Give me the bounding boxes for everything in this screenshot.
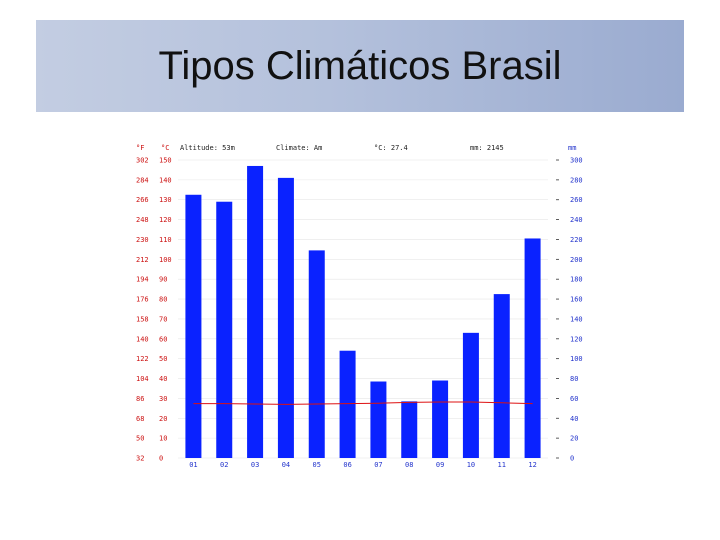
x-tick-label: 04 <box>282 461 290 469</box>
tick-label-mm: 20 <box>570 435 578 443</box>
grid-lines <box>178 159 548 459</box>
tick-label-mm: 60 <box>570 395 578 403</box>
tick-label-mm: 80 <box>570 375 578 383</box>
tick-label-mm: 120 <box>570 335 583 343</box>
tick-label-celsius: 10 <box>159 435 167 443</box>
tick-label-celsius: 50 <box>159 355 167 363</box>
tick-label-fahrenheit: 140 <box>136 335 149 343</box>
x-tick-label: 01 <box>189 461 197 469</box>
tick-label-fahrenheit: 122 <box>136 355 149 363</box>
tick-label-mm: 0 <box>570 455 574 463</box>
header-precipitation: mm: 2145 <box>470 144 504 152</box>
header-climate: Climate: Am <box>276 144 322 152</box>
title-band <box>36 20 684 112</box>
x-tick-label: 08 <box>405 461 413 469</box>
precip-bar <box>308 250 325 458</box>
tick-label-fahrenheit: 104 <box>136 375 149 383</box>
precip-bar <box>493 294 510 458</box>
tick-label-mm: 280 <box>570 176 583 184</box>
x-tick-label: 10 <box>467 461 475 469</box>
tick-label-mm: 40 <box>570 415 578 423</box>
tick-label-fahrenheit: 266 <box>136 196 149 204</box>
precip-bar <box>216 201 233 458</box>
precip-bar <box>370 381 387 458</box>
tick-label-fahrenheit: 50 <box>136 435 144 443</box>
tick-label-mm: 100 <box>570 355 583 363</box>
precip-bar <box>277 177 294 458</box>
tick-label-fahrenheit: 248 <box>136 216 149 224</box>
tick-label-fahrenheit: 302 <box>136 157 149 165</box>
tick-label-celsius: 20 <box>159 415 167 423</box>
precipitation-bars <box>185 165 541 458</box>
unit-fahrenheit: °F <box>136 144 144 152</box>
tick-label-fahrenheit: 284 <box>136 176 149 184</box>
precip-bar <box>401 401 418 458</box>
x-tick-label: 06 <box>343 461 351 469</box>
tick-label-celsius: 150 <box>159 157 172 165</box>
tick-label-celsius: 120 <box>159 216 172 224</box>
tick-label-celsius: 40 <box>159 375 167 383</box>
tick-label-fahrenheit: 230 <box>136 236 149 244</box>
tick-label-fahrenheit: 86 <box>136 395 144 403</box>
tick-label-fahrenheit: 68 <box>136 415 144 423</box>
tick-label-celsius: 130 <box>159 196 172 204</box>
tick-label-celsius: 90 <box>159 276 167 284</box>
tick-label-mm: 240 <box>570 216 583 224</box>
tick-label-fahrenheit: 32 <box>136 455 144 463</box>
precip-bar <box>462 332 479 458</box>
tick-label-celsius: 100 <box>159 256 172 264</box>
tick-label-celsius: 30 <box>159 395 167 403</box>
x-tick-label: 02 <box>220 461 228 469</box>
tick-label-mm: 220 <box>570 236 583 244</box>
unit-celsius: °C <box>161 144 169 152</box>
tick-label-fahrenheit: 176 <box>136 296 149 304</box>
precip-bar <box>524 238 541 458</box>
tick-label-celsius: 80 <box>159 296 167 304</box>
tick-label-celsius: 0 <box>159 455 163 463</box>
header-temperature: °C: 27.4 <box>374 144 408 152</box>
x-tick-label: 12 <box>528 461 536 469</box>
precip-bar <box>185 194 202 458</box>
header-altitude: Altitude: 53m <box>180 144 235 152</box>
x-tick-label: 05 <box>313 461 321 469</box>
tick-label-mm: 140 <box>570 315 583 323</box>
tick-label-celsius: 140 <box>159 176 172 184</box>
slide-title: Tipos Climáticos Brasil <box>158 43 562 88</box>
tick-label-mm: 300 <box>570 157 583 165</box>
precip-bar <box>339 350 356 458</box>
tick-label-mm: 260 <box>570 196 583 204</box>
temperature-line <box>193 401 533 405</box>
x-tick-label: 11 <box>498 461 506 469</box>
tick-label-mm: 200 <box>570 256 583 264</box>
tick-label-celsius: 70 <box>159 315 167 323</box>
x-tick-label: 09 <box>436 461 444 469</box>
tick-label-mm: 180 <box>570 276 583 284</box>
precip-bar <box>432 380 449 458</box>
x-tick-label: 03 <box>251 461 259 469</box>
tick-label-celsius: 60 <box>159 335 167 343</box>
tick-label-celsius: 110 <box>159 236 172 244</box>
x-tick-label: 07 <box>374 461 382 469</box>
tick-label-fahrenheit: 194 <box>136 276 149 284</box>
tick-label-mm: 160 <box>570 296 583 304</box>
tick-label-fahrenheit: 212 <box>136 256 149 264</box>
unit-mm: mm <box>568 144 576 152</box>
tick-label-fahrenheit: 158 <box>136 315 149 323</box>
precip-bar <box>247 165 264 458</box>
